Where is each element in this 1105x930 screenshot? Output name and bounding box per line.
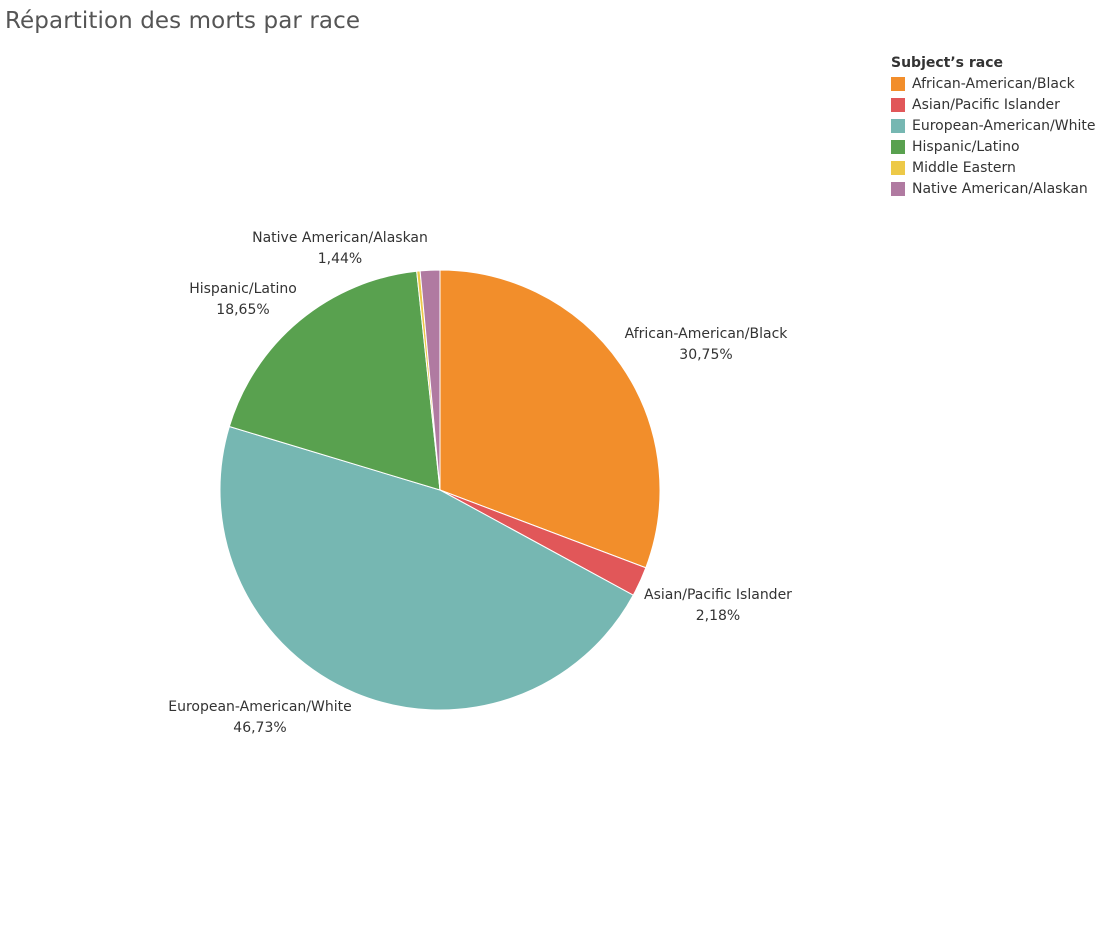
- legend-item-african-american[interactable]: African-American/Black: [891, 73, 1103, 94]
- pie-labels: African-American/Black 30,75% Asian/Pacifi…: [168, 230, 792, 736]
- slice-percent-label: 30,75%: [679, 347, 732, 363]
- legend-label: European-American/White: [912, 117, 1096, 134]
- legend-item-asian-pacific[interactable]: Asian/Pacific Islander: [891, 94, 1103, 115]
- slice-percent-label: 1,44%: [318, 251, 362, 267]
- slice-name-label: Native American/Alaskan: [252, 230, 428, 246]
- legend-title: Subject’s race: [891, 55, 1004, 71]
- legend-label: Asian/Pacific Islander: [912, 96, 1060, 113]
- legend-item-european-american[interactable]: European-American/White: [891, 115, 1103, 136]
- slice-name-label: African-American/Black: [625, 326, 789, 342]
- pie-slices: [219, 269, 661, 711]
- legend-label: African-American/Black: [912, 75, 1075, 92]
- legend-swatch: [891, 97, 905, 112]
- legend-item-native-american[interactable]: Native American/Alaskan: [891, 178, 1103, 199]
- legend-item-middle-eastern[interactable]: Middle Eastern: [891, 157, 1103, 178]
- legend-label: Native American/Alaskan: [912, 180, 1088, 197]
- slice-percent-label: 18,65%: [216, 302, 269, 318]
- legend-swatch: [891, 76, 905, 91]
- slice-percent-label: 2,18%: [696, 608, 740, 624]
- legend-swatch: [891, 139, 905, 154]
- slice-percent-label: 46,73%: [233, 720, 286, 736]
- pie-slice-european-american-white[interactable]: [219, 425, 634, 711]
- legend-swatch: [891, 118, 905, 133]
- pie-slice-hispanic-latino[interactable]: [228, 270, 441, 491]
- slice-name-label: European-American/White: [168, 699, 351, 715]
- legend-swatch: [891, 160, 905, 175]
- slice-name-label: Asian/Pacific Islander: [644, 587, 792, 603]
- legend: Subject’s race African-American/Black As…: [891, 53, 1103, 199]
- pie-slice-native-american-alaskan[interactable]: [419, 269, 441, 491]
- legend-item-hispanic-latino[interactable]: Hispanic/Latino: [891, 136, 1103, 157]
- slice-name-label: Hispanic/Latino: [189, 281, 297, 297]
- pie-slice-african-american-black[interactable]: [439, 269, 661, 569]
- chart-title: Répartition des morts par race: [5, 8, 361, 34]
- legend-label: Middle Eastern: [912, 159, 1016, 176]
- legend-label: Hispanic/Latino: [912, 138, 1020, 155]
- legend-swatch: [891, 181, 905, 196]
